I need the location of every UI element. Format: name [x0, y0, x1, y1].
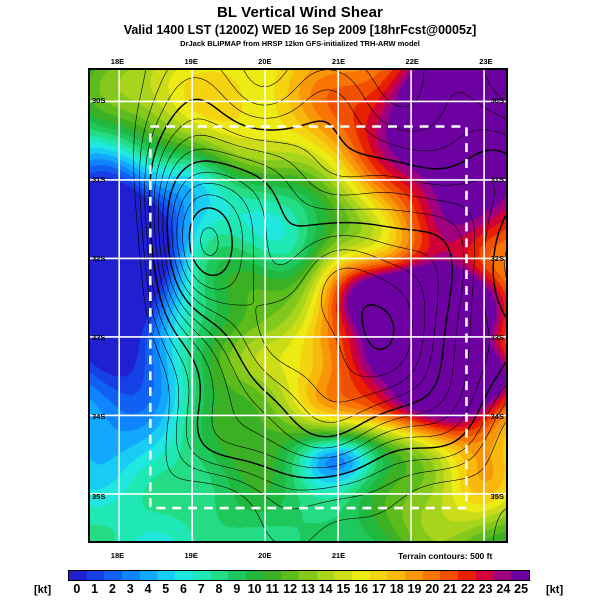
colorbar-tick: 21	[443, 582, 457, 596]
title-block: BL Vertical Wind Shear Valid 1400 LST (1…	[0, 0, 600, 49]
axis-label-lat-right: 34S	[490, 412, 504, 422]
shear-field-raster	[90, 70, 506, 541]
axis-label-lon-bottom: 21E	[331, 551, 346, 560]
axis-label-lat-right: 35S	[490, 491, 504, 501]
colorbar-swatch	[86, 571, 105, 580]
colorbar-tick: 15	[336, 582, 351, 596]
lat-lon-grid-layer	[90, 70, 506, 541]
colorbar-tick: 14	[318, 582, 333, 596]
axis-label-lat-left: 30S	[92, 95, 106, 105]
colorbar-unit-left: [kt]	[34, 584, 52, 596]
inner-domain-box	[149, 125, 468, 510]
colorbar-swatch	[192, 571, 211, 580]
colorbar-tick: 25	[514, 582, 529, 596]
colorbar-tick: 24	[496, 582, 511, 596]
axis-label-lon-top: 23E	[479, 57, 493, 66]
axis-label-lat-left: 34S	[92, 412, 106, 422]
colorbar-swatch	[511, 571, 529, 580]
axis-label-lat-right: 30S	[490, 95, 504, 105]
colorbar-tick: 17	[372, 582, 386, 596]
colorbar-swatch	[298, 571, 317, 580]
colorbar-swatch	[334, 571, 352, 580]
colorbar-tick-labels: 0 1 2 3 4 5 6 7 8 9 10 11 12 13 14 15 16 17 18 19 20 21 22 23 24…	[68, 582, 530, 598]
map-plot-area[interactable]	[88, 68, 508, 543]
axis-label-lat-left: 33S	[92, 333, 106, 343]
colorbar-swatches[interactable]	[68, 570, 530, 581]
axis-label-lon-bottom: 18E	[110, 551, 125, 560]
colorbar-tick: 9	[233, 582, 241, 596]
colorbar-tick: 13	[300, 582, 315, 596]
colorbar-tick: 4	[144, 582, 152, 596]
colorbar-swatch	[458, 571, 476, 580]
colorbar-tick: 16	[354, 582, 369, 596]
colorbar-tick: 1	[91, 582, 99, 596]
axis-label-lat-right: 32S	[490, 254, 504, 263]
axis-label-lat-left: 32S	[92, 254, 106, 263]
colorbar-tick: 5	[162, 582, 170, 596]
colorbar-tick: 12	[283, 582, 298, 596]
colorbar-swatch	[157, 571, 176, 580]
colorbar-swatch	[175, 571, 193, 580]
axis-label-lat-left: 35S	[92, 491, 106, 501]
colorbar-swatch	[104, 571, 123, 580]
colorbar-swatch	[245, 571, 264, 580]
colorbar-tick: 22	[460, 582, 475, 596]
colorbar-swatch	[440, 571, 459, 580]
colorbar-swatch	[228, 571, 246, 580]
colorbar-swatch	[263, 571, 282, 580]
colorbar-swatch	[69, 571, 87, 580]
colorbar-swatch	[422, 571, 441, 580]
axis-label-lon-top: 18E	[110, 57, 125, 66]
axis-label-lon-top: 19E	[184, 57, 198, 66]
colorbar-tick: 10	[247, 582, 262, 596]
page-title: BL Vertical Wind Shear	[216, 4, 383, 21]
colorbar-swatch	[139, 571, 158, 580]
colorbar-swatch	[493, 571, 512, 580]
colorbar-tick: 8	[215, 582, 223, 596]
valid-time-subtitle: Valid 1400 LST (1200Z) WED 16 Sep 2009 […	[123, 23, 477, 37]
colorbar-tick: 6	[180, 582, 187, 596]
colorbar-swatch	[352, 571, 370, 580]
colorbar-swatch	[387, 571, 406, 580]
colorbar-swatch	[405, 571, 423, 580]
colorbar-tick: 2	[108, 582, 116, 596]
axis-label-lat-right: 31S	[490, 174, 504, 184]
colorbar-group: [kt] 0 1 2 3 4 5 6 7 8 9 10 11 12 13 14 15 16 17 18 19 20 21 2…	[0, 566, 600, 600]
colorbar-tick: 20	[425, 582, 440, 596]
colorbar-tick: 18	[389, 582, 404, 596]
axis-label-lat-right: 33S	[490, 333, 504, 343]
terrain-contour-note: Terrain contours: 500 ft	[398, 551, 493, 561]
axis-label-lon-top: 21E	[331, 57, 346, 66]
axis-label-lon-bottom: 20E	[258, 551, 272, 560]
axis-label-lon-top: 22E	[405, 57, 419, 66]
colorbar-swatch	[369, 571, 388, 580]
colorbar-swatch	[122, 571, 140, 580]
colorbar-tick: 0	[73, 582, 81, 596]
model-credit-line: DrJack BLIPMAP from HRSP 12km GFS-initia…	[180, 39, 420, 48]
colorbar-tick: 19	[407, 582, 422, 596]
colorbar-swatch	[210, 571, 229, 580]
colorbar-swatch	[281, 571, 299, 580]
axis-label-lon-top: 20E	[258, 57, 272, 66]
colorbar-tick: 11	[265, 582, 279, 596]
colorbar-swatch	[316, 571, 335, 580]
colorbar-tick: 7	[197, 582, 205, 596]
colorbar-tick: 3	[126, 582, 134, 596]
axis-label-lat-left: 31S	[92, 174, 106, 184]
colorbar-unit-right: [kt]	[546, 584, 564, 596]
colorbar-tick: 23	[478, 582, 493, 596]
axis-label-lon-bottom: 19E	[184, 551, 198, 560]
colorbar-swatch	[475, 571, 494, 580]
